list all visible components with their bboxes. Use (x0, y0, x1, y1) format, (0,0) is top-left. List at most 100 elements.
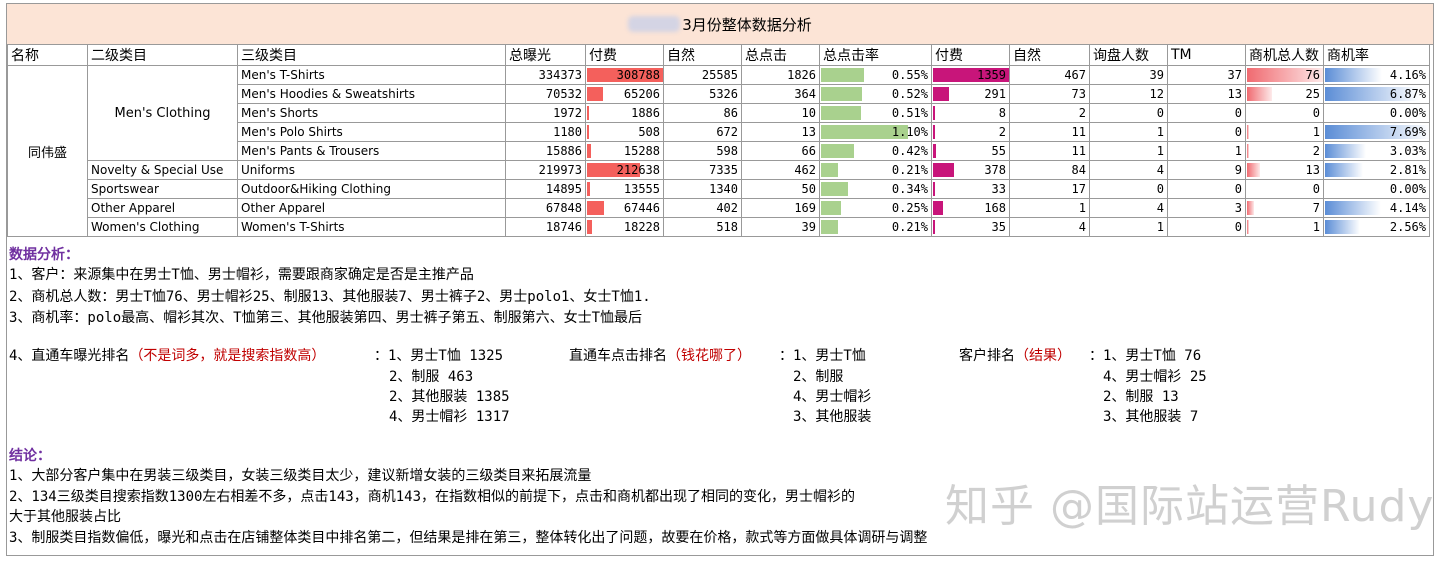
clicks-cell[interactable]: 13 (741, 122, 820, 142)
header-cell[interactable]: TM (1167, 44, 1246, 66)
level3-cell[interactable]: Men's Hoodies & Sweatshirts (237, 84, 506, 104)
level3-cell[interactable]: Men's Shorts (237, 103, 506, 123)
level2-cell[interactable]: Men's Clothing (87, 65, 238, 161)
paid-clicks-cell[interactable]: 291 (931, 84, 1010, 104)
natural-clicks-cell[interactable]: 73 (1009, 84, 1090, 104)
inquiries-cell[interactable]: 4 (1089, 160, 1168, 180)
ctr-cell[interactable]: 0.55% (819, 65, 932, 85)
natural-clicks-cell[interactable]: 467 (1009, 65, 1090, 85)
header-cell[interactable]: 自然 (1009, 44, 1090, 66)
exposure-cell[interactable]: 14895 (505, 179, 586, 199)
header-cell[interactable]: 总曝光 (505, 44, 586, 66)
inquiries-cell[interactable]: 1 (1089, 122, 1168, 142)
natural-clicks-cell[interactable]: 1 (1009, 198, 1090, 218)
paid-clicks-cell[interactable]: 168 (931, 198, 1010, 218)
tm-cell[interactable]: 13 (1167, 84, 1246, 104)
natural-clicks-cell[interactable]: 11 (1009, 141, 1090, 161)
inquiries-cell[interactable]: 1 (1089, 141, 1168, 161)
exposure-cell[interactable]: 334373 (505, 65, 586, 85)
paid-clicks-cell[interactable]: 33 (931, 179, 1010, 199)
ctr-cell[interactable]: 0.42% (819, 141, 932, 161)
level3-cell[interactable]: Outdoor&Hiking Clothing (237, 179, 506, 199)
natural-clicks-cell[interactable]: 17 (1009, 179, 1090, 199)
paid-cell[interactable]: 308788 (585, 65, 664, 85)
opps-cell[interactable]: 1 (1245, 122, 1324, 142)
level2-cell[interactable]: Other Apparel (87, 198, 238, 218)
ctr-cell[interactable]: 0.21% (819, 160, 932, 180)
opp-rate-cell[interactable]: 0.00% (1323, 179, 1430, 199)
level2-cell[interactable]: Sportswear (87, 179, 238, 199)
header-cell[interactable]: 总点击 (741, 44, 820, 66)
clicks-cell[interactable]: 66 (741, 141, 820, 161)
natural-cell[interactable]: 518 (663, 217, 742, 237)
paid-cell[interactable]: 15288 (585, 141, 664, 161)
level3-cell[interactable]: Men's T-Shirts (237, 65, 506, 85)
header-cell[interactable]: 付费 (931, 44, 1010, 66)
ctr-cell[interactable]: 0.51% (819, 103, 932, 123)
opp-rate-cell[interactable]: 7.69% (1323, 122, 1430, 142)
opps-cell[interactable]: 0 (1245, 103, 1324, 123)
opp-rate-cell[interactable]: 4.16% (1323, 65, 1430, 85)
clicks-cell[interactable]: 39 (741, 217, 820, 237)
natural-cell[interactable]: 598 (663, 141, 742, 161)
inquiries-cell[interactable]: 39 (1089, 65, 1168, 85)
header-cell[interactable]: 商机总人数 (1245, 44, 1324, 66)
opp-rate-cell[interactable]: 4.14% (1323, 198, 1430, 218)
tm-cell[interactable]: 1 (1167, 141, 1246, 161)
clicks-cell[interactable]: 1826 (741, 65, 820, 85)
ctr-cell[interactable]: 0.25% (819, 198, 932, 218)
paid-cell[interactable]: 65206 (585, 84, 664, 104)
paid-cell[interactable]: 1886 (585, 103, 664, 123)
opps-cell[interactable]: 76 (1245, 65, 1324, 85)
header-cell[interactable]: 二级类目 (87, 44, 238, 66)
level3-cell[interactable]: Men's Polo Shirts (237, 122, 506, 142)
header-cell[interactable]: 询盘人数 (1089, 44, 1168, 66)
exposure-cell[interactable]: 67848 (505, 198, 586, 218)
natural-clicks-cell[interactable]: 2 (1009, 103, 1090, 123)
header-cell[interactable]: 自然 (663, 44, 742, 66)
inquiries-cell[interactable]: 4 (1089, 198, 1168, 218)
header-cell[interactable]: 名称 (7, 44, 88, 66)
clicks-cell[interactable]: 462 (741, 160, 820, 180)
exposure-cell[interactable]: 1180 (505, 122, 586, 142)
inquiries-cell[interactable]: 1 (1089, 217, 1168, 237)
opps-cell[interactable]: 2 (1245, 141, 1324, 161)
tm-cell[interactable]: 0 (1167, 103, 1246, 123)
paid-cell[interactable]: 18228 (585, 217, 664, 237)
exposure-cell[interactable]: 219973 (505, 160, 586, 180)
natural-cell[interactable]: 25585 (663, 65, 742, 85)
inquiries-cell[interactable]: 0 (1089, 179, 1168, 199)
clicks-cell[interactable]: 10 (741, 103, 820, 123)
natural-clicks-cell[interactable]: 4 (1009, 217, 1090, 237)
opp-rate-cell[interactable]: 2.56% (1323, 217, 1430, 237)
exposure-cell[interactable]: 18746 (505, 217, 586, 237)
ctr-cell[interactable]: 0.52% (819, 84, 932, 104)
opp-rate-cell[interactable]: 6.87% (1323, 84, 1430, 104)
clicks-cell[interactable]: 364 (741, 84, 820, 104)
paid-cell[interactable]: 212638 (585, 160, 664, 180)
paid-clicks-cell[interactable]: 378 (931, 160, 1010, 180)
tm-cell[interactable]: 0 (1167, 122, 1246, 142)
opp-rate-cell[interactable]: 0.00% (1323, 103, 1430, 123)
level3-cell[interactable]: Uniforms (237, 160, 506, 180)
natural-cell[interactable]: 1340 (663, 179, 742, 199)
opps-cell[interactable]: 0 (1245, 179, 1324, 199)
opp-rate-cell[interactable]: 3.03% (1323, 141, 1430, 161)
level3-cell[interactable]: Men's Pants & Trousers (237, 141, 506, 161)
clicks-cell[interactable]: 50 (741, 179, 820, 199)
natural-cell[interactable]: 7335 (663, 160, 742, 180)
natural-cell[interactable]: 86 (663, 103, 742, 123)
paid-clicks-cell[interactable]: 2 (931, 122, 1010, 142)
tm-cell[interactable]: 37 (1167, 65, 1246, 85)
tm-cell[interactable]: 3 (1167, 198, 1246, 218)
paid-cell[interactable]: 13555 (585, 179, 664, 199)
clicks-cell[interactable]: 169 (741, 198, 820, 218)
inquiries-cell[interactable]: 12 (1089, 84, 1168, 104)
opps-cell[interactable]: 25 (1245, 84, 1324, 104)
store-name-cell[interactable]: 同伟盛 (7, 65, 88, 237)
opps-cell[interactable]: 13 (1245, 160, 1324, 180)
tm-cell[interactable]: 0 (1167, 179, 1246, 199)
tm-cell[interactable]: 9 (1167, 160, 1246, 180)
natural-cell[interactable]: 5326 (663, 84, 742, 104)
header-cell[interactable]: 总点击率 (819, 44, 932, 66)
